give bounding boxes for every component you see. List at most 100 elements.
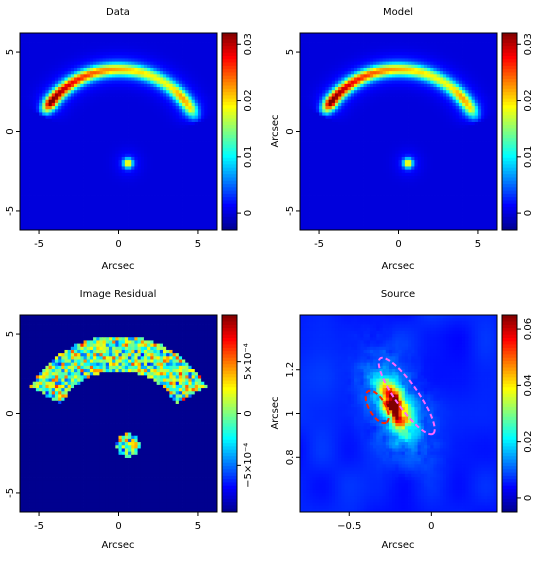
heatmap-cell (147, 74, 151, 78)
heatmap-cell (105, 42, 110, 47)
heatmap-cell (20, 156, 24, 161)
heatmap-cell (341, 58, 345, 62)
heatmap-cell (357, 52, 361, 56)
heatmap-cell (86, 226, 91, 231)
heatmap-cell (140, 214, 145, 218)
heatmap-cell (331, 71, 336, 75)
heatmap-cell (150, 185, 154, 190)
heatmap-cell (58, 204, 62, 209)
heatmap-cell (379, 67, 384, 72)
heatmap-cell (124, 147, 129, 151)
heatmap-cell (77, 61, 81, 66)
heatmap-cell (26, 182, 30, 186)
heatmap-cell (201, 36, 205, 40)
heatmap-cell (175, 121, 180, 126)
colorbar-segment (222, 42, 237, 47)
heatmap-cell (134, 169, 138, 174)
heatmap-cell (213, 87, 218, 91)
heatmap-cell (213, 188, 218, 193)
heatmap-cell (112, 201, 116, 205)
heatmap-cell (178, 61, 183, 66)
heatmap-cell (105, 121, 110, 126)
heatmap-cell (32, 80, 37, 85)
heatmap-cell (156, 169, 161, 174)
heatmap-cell (194, 131, 199, 136)
heatmap-cell (143, 214, 148, 218)
heatmap-cell (67, 48, 72, 53)
heatmap-cell (121, 55, 126, 59)
heatmap-cell (134, 214, 138, 218)
heatmap-cell (194, 223, 199, 228)
heatmap-cell (338, 45, 342, 50)
heatmap-cell (303, 87, 307, 91)
heatmap-cell (70, 172, 75, 177)
heatmap-cell (172, 137, 177, 142)
heatmap-cell (366, 55, 371, 59)
heatmap-cell (61, 153, 65, 158)
heatmap-cell (185, 64, 189, 69)
heatmap-cell (112, 144, 116, 148)
heatmap-cell (64, 163, 69, 167)
heatmap-cell (417, 33, 422, 37)
heatmap-cell (121, 106, 126, 110)
heatmap-cell (118, 42, 123, 47)
heatmap-cell (96, 188, 100, 193)
heatmap-cell (61, 150, 65, 155)
heatmap-cell (210, 93, 215, 97)
heatmap-cell (197, 172, 202, 177)
heatmap-cell (42, 33, 46, 37)
heatmap-cell (162, 147, 167, 151)
heatmap-cell (143, 195, 148, 199)
heatmap-cell (439, 55, 444, 59)
heatmap-cell (376, 74, 380, 78)
heatmap-cell (477, 80, 482, 85)
heatmap-cell (182, 61, 186, 66)
heatmap-cell (166, 96, 170, 101)
heatmap-cell (89, 160, 94, 164)
heatmap-cell (166, 204, 170, 209)
heatmap-cell (83, 87, 88, 91)
heatmap-cell (140, 147, 145, 151)
heatmap-cell (32, 115, 37, 120)
heatmap-cell (29, 141, 34, 145)
heatmap-cell (131, 179, 135, 183)
heatmap-cell (39, 58, 43, 62)
heatmap-cell (124, 191, 129, 196)
heatmap-cell (54, 175, 59, 180)
heatmap-cell (150, 210, 154, 215)
heatmap-cell (61, 96, 65, 101)
heatmap-cell (118, 118, 123, 123)
heatmap-cell (325, 45, 329, 50)
heatmap-cell (487, 58, 492, 62)
heatmap-cell (417, 36, 422, 40)
heatmap-cell (166, 144, 170, 148)
heatmap-cell (191, 198, 196, 202)
heatmap-cell (70, 134, 75, 139)
heatmap-cell (455, 80, 460, 85)
heatmap-cell (166, 188, 170, 193)
heatmap-cell (474, 64, 479, 69)
heatmap-cell (347, 33, 352, 37)
heatmap-cell (153, 207, 158, 212)
heatmap-cell (201, 131, 205, 136)
heatmap-cell (427, 36, 431, 40)
heatmap-cell (124, 150, 129, 155)
heatmap-cell (134, 87, 138, 91)
heatmap-cell (99, 188, 104, 193)
heatmap-cell (42, 144, 46, 148)
heatmap-cell (382, 80, 387, 85)
heatmap-cell (188, 80, 192, 85)
heatmap-cell (366, 42, 371, 47)
heatmap-cell (166, 121, 170, 126)
heatmap-cell (64, 144, 69, 148)
heatmap-cell (178, 39, 183, 43)
heatmap-cell (319, 39, 323, 43)
heatmap-cell (83, 42, 88, 47)
heatmap-cell (404, 36, 409, 40)
heatmap-cell (147, 185, 151, 190)
heatmap-cell (188, 217, 192, 221)
heatmap-cell (115, 112, 119, 117)
heatmap-cell (213, 144, 218, 148)
heatmap-cell (112, 93, 116, 97)
heatmap-cell (77, 64, 81, 69)
